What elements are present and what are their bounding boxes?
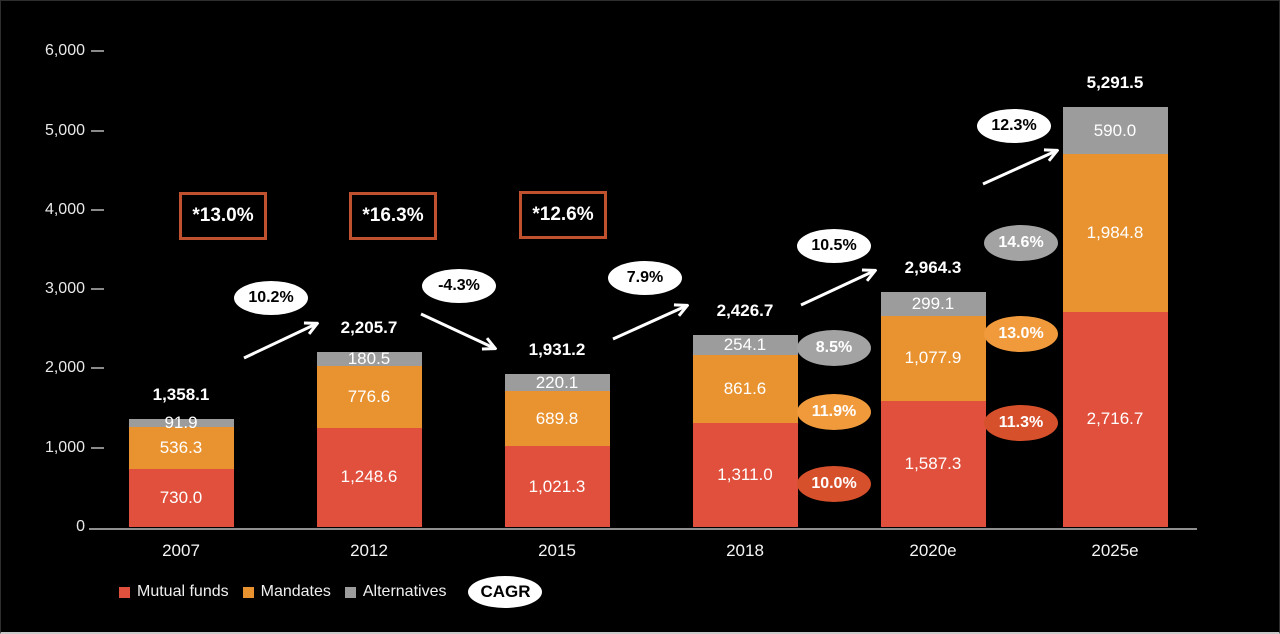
bar-segment-alternatives <box>504 373 610 392</box>
growth-rate-badge: -4.3% <box>422 269 496 303</box>
y-axis-tick-label: 4,000 <box>44 200 85 218</box>
growth-rate-badge: 10.5% <box>797 229 871 263</box>
x-axis-category-label: 2012 <box>350 541 388 560</box>
y-axis-tick-label: 5,000 <box>44 121 85 139</box>
x-axis-category-label: 2020e <box>909 541 957 560</box>
bar-segment-mutual-funds <box>1062 311 1168 527</box>
x-axis-line <box>89 528 1197 530</box>
bar-segment-mandates <box>316 366 422 428</box>
segment-value-label: 220.1 <box>535 372 579 392</box>
segment-value-label: 254.1 <box>723 334 767 354</box>
legend-item: Alternatives <box>344 583 447 601</box>
bar-total-label: 2,964.3 <box>904 257 962 277</box>
legend-label: Mutual funds <box>137 583 229 600</box>
y-axis-tick <box>91 367 104 370</box>
segment-cagr-badge-mandates: 13.0% <box>984 316 1058 352</box>
y-axis-tick-label: 2,000 <box>44 359 85 377</box>
legend-item: Mutual funds <box>119 583 229 601</box>
segment-value-label: 1,248.6 <box>340 467 398 487</box>
x-axis-category-label: 2018 <box>726 541 764 560</box>
x-axis-category-label: 2025e <box>1091 541 1139 560</box>
segment-cagr-badge-mutual-funds: 11.3% <box>984 405 1058 441</box>
y-axis-tick <box>91 446 104 449</box>
bar-total-label: 1,931.2 <box>528 339 586 359</box>
segment-value-label: 536.3 <box>159 437 203 457</box>
y-axis-tick <box>91 288 104 291</box>
segment-value-label: 861.6 <box>723 378 767 398</box>
period-cagr-box: *13.0% <box>179 192 267 240</box>
segment-value-label: 1,984.8 <box>1086 222 1144 242</box>
legend: Mutual funds Mandates Alternatives CAGR <box>119 576 543 608</box>
bar-segment-alternatives <box>880 291 986 316</box>
bar-total-label: 1,358.1 <box>152 385 210 405</box>
legend-label: Alternatives <box>362 583 447 600</box>
period-cagr-box: *12.6% <box>519 191 607 239</box>
cagr-badge: CAGR <box>468 576 543 608</box>
legend-swatch-icon <box>242 586 254 598</box>
segment-cagr-badge-mandates: 11.9% <box>797 394 871 430</box>
legend-label: Mandates <box>260 583 331 600</box>
segment-value-label: 590.0 <box>1093 120 1137 140</box>
bar-segment-alternatives <box>1062 107 1168 155</box>
bar-segment-mandates <box>504 391 610 446</box>
bar-total-label: 5,291.5 <box>1086 73 1144 93</box>
bar-segment-mutual-funds <box>692 423 798 527</box>
bar-segment-mutual-funds <box>880 401 986 527</box>
bar-segment-mutual-funds <box>316 427 422 527</box>
y-axis-tick-label: 1,000 <box>44 438 85 456</box>
y-axis-tick <box>91 129 104 132</box>
segment-value-label: 689.8 <box>535 408 579 428</box>
growth-rate-badge: 7.9% <box>608 261 682 295</box>
y-axis-tick <box>91 208 104 211</box>
segment-value-label: 180.5 <box>347 349 391 369</box>
bar-segment-mutual-funds <box>504 446 610 527</box>
segment-value-label: 1,077.9 <box>904 348 962 368</box>
segment-value-label: 1,587.3 <box>904 454 962 474</box>
bar-segment-mandates <box>880 315 986 402</box>
y-axis-tick-label: 0 <box>76 518 85 535</box>
x-axis-category-label: 2007 <box>162 541 200 560</box>
segment-cagr-badge-mutual-funds: 10.0% <box>797 466 871 502</box>
bar-segment-alternatives <box>316 352 422 367</box>
segment-value-label: 299.1 <box>911 293 955 313</box>
x-axis-category-label: 2015 <box>538 541 576 560</box>
bar-segment-mandates <box>128 426 234 470</box>
bar-segment-alternatives <box>692 334 798 355</box>
legend-swatch-icon <box>344 586 356 598</box>
bar-segment-mandates <box>1062 154 1168 312</box>
y-axis-tick-label: 6,000 <box>44 42 85 60</box>
segment-value-label: 91.9 <box>164 412 198 432</box>
segment-value-label: 1,311.0 <box>717 465 773 485</box>
y-axis-tick-label: 3,000 <box>44 280 85 298</box>
bar-segment-alternatives <box>128 419 234 427</box>
segment-value-label: 776.6 <box>347 387 391 407</box>
segment-value-label: 2,716.7 <box>1086 409 1144 429</box>
segment-value-label: 1,021.3 <box>528 476 586 496</box>
y-axis-tick <box>91 50 104 53</box>
bar-total-label: 2,205.7 <box>340 318 398 338</box>
bar-total-label: 2,426.7 <box>716 300 774 320</box>
legend-item: Mandates <box>242 583 331 601</box>
bar-segment-mutual-funds <box>128 469 234 527</box>
legend-swatch-icon <box>119 586 130 598</box>
growth-rate-badge: 10.2% <box>234 281 308 315</box>
segment-value-label: 730.0 <box>159 488 203 508</box>
period-cagr-box: *16.3% <box>349 192 437 240</box>
segment-cagr-badge-alternatives: 8.5% <box>797 330 871 366</box>
bar-segment-mandates <box>692 354 798 424</box>
segment-cagr-badge-alternatives: 14.6% <box>984 225 1058 261</box>
growth-rate-badge: 12.3% <box>977 109 1051 143</box>
